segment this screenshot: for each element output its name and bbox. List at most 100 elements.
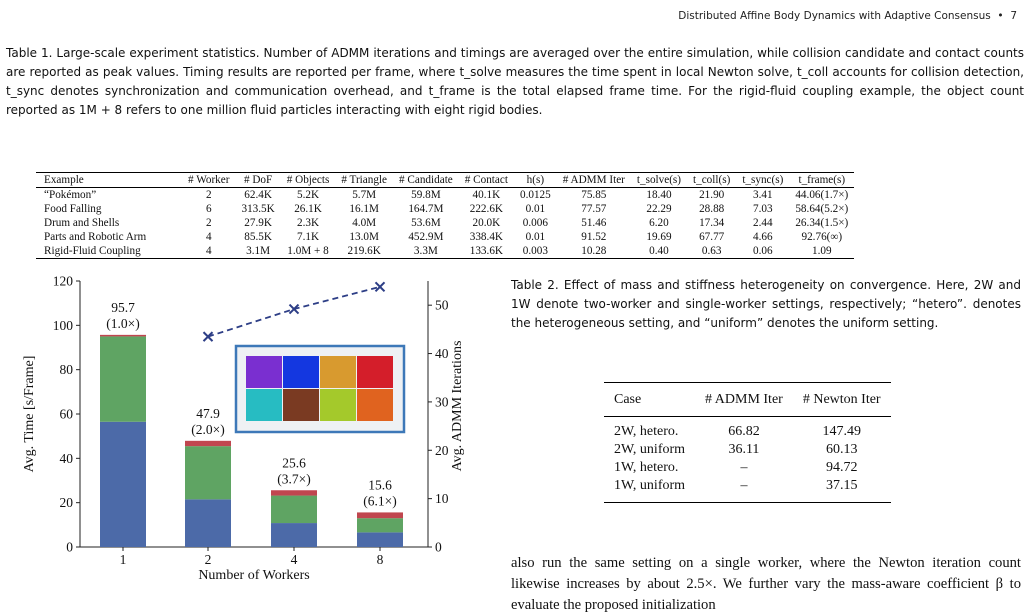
table1-cell: 3.41 bbox=[753, 189, 773, 201]
page-number: 7 bbox=[1010, 10, 1017, 22]
table1-cell: 7.03 bbox=[753, 203, 773, 215]
table1-cell: Parts and Robotic Arm bbox=[44, 231, 147, 243]
table1-cell: Drum and Shells bbox=[44, 217, 120, 229]
inset-block bbox=[320, 389, 356, 421]
table1-cell: 10.28 bbox=[581, 245, 607, 257]
table1-cell: 53.6M bbox=[411, 217, 441, 229]
y-tick-label: 100 bbox=[53, 318, 74, 333]
bar-speedup-label: (2.0×) bbox=[191, 422, 224, 437]
table1-cell: 0.63 bbox=[701, 245, 722, 257]
table1-col-header: t_frame(s) bbox=[798, 174, 846, 186]
table2: Case # ADMM Iter # Newton Iter 2W, hetero.… bbox=[604, 382, 891, 503]
table2-col-header: # Newton Iter bbox=[802, 391, 881, 407]
y-tick-label: 60 bbox=[60, 407, 74, 422]
table1-label: Table 1. bbox=[6, 46, 53, 60]
table1-cell: 0.003 bbox=[522, 245, 548, 257]
table1-cell: 0.0125 bbox=[519, 189, 551, 201]
admm-iterations-line bbox=[207, 285, 381, 338]
bar-total-label: 25.6 bbox=[282, 455, 306, 470]
y2-tick-label: 50 bbox=[435, 298, 449, 313]
table1-cell: 16.1M bbox=[349, 203, 379, 215]
table2-cell: 60.13 bbox=[825, 442, 858, 457]
admm-marker bbox=[202, 331, 214, 342]
table1-cell: 313.5K bbox=[241, 203, 275, 215]
bar-total-label: 47.9 bbox=[196, 406, 220, 421]
y-tick-label: 120 bbox=[53, 274, 74, 289]
table1-col-header: t_sync(s) bbox=[742, 174, 784, 186]
y2-tick-label: 40 bbox=[435, 346, 449, 361]
table1-cell: 13.0M bbox=[349, 231, 379, 243]
table2-cell: 147.49 bbox=[822, 424, 861, 439]
table2-cell: 37.15 bbox=[825, 478, 858, 493]
table1-cell: 4 bbox=[205, 231, 212, 243]
table1-cell: 2 bbox=[205, 217, 212, 229]
bar-speedup-label: (1.0×) bbox=[106, 316, 139, 331]
inset-block bbox=[246, 389, 282, 421]
x-tick-label: 2 bbox=[205, 552, 212, 567]
admm-marker bbox=[288, 303, 300, 315]
y-tick-label: 80 bbox=[60, 362, 74, 377]
inset-block bbox=[283, 356, 319, 388]
table2-cell: 2W, uniform bbox=[614, 442, 686, 457]
y-tick-label: 0 bbox=[66, 540, 73, 555]
table1-col-header: Example bbox=[44, 174, 84, 186]
table1-cell: 51.46 bbox=[581, 217, 607, 229]
table1-row: Rigid-Fluid Coupling 4 3.1M 1.0M + 8 219.6K 3… bbox=[36, 244, 855, 259]
table2-cell: 66.82 bbox=[728, 424, 760, 439]
bar-total-label: 95.7 bbox=[111, 300, 135, 315]
table2-row: 1W, uniform – 37.15 bbox=[604, 477, 891, 503]
table1-cell: 58.64(5.2×) bbox=[795, 203, 849, 215]
bar-total-label: 15.6 bbox=[368, 477, 392, 492]
table1-cell: 164.7M bbox=[408, 203, 444, 215]
table1-cell: 133.6K bbox=[469, 245, 503, 257]
header-bullet: • bbox=[997, 10, 1004, 22]
bar-segment bbox=[357, 512, 403, 519]
table1-cell: 2 bbox=[205, 189, 212, 201]
y-tick-label: 20 bbox=[60, 495, 74, 510]
table1-cell: 1.09 bbox=[812, 245, 832, 257]
table1-caption-text: Large-scale experiment statistics. Numbe… bbox=[6, 46, 1025, 117]
bar-segment bbox=[271, 523, 317, 547]
table1-cell: 3.1M bbox=[246, 245, 271, 257]
table1-cell: 44.06(1.7×) bbox=[795, 189, 849, 201]
bar-speedup-label: (3.7×) bbox=[277, 471, 310, 486]
bar-segment bbox=[100, 421, 146, 547]
x-tick-label: 8 bbox=[377, 552, 384, 567]
table1-cell: 19.69 bbox=[646, 231, 672, 243]
y2-tick-label: 10 bbox=[435, 491, 449, 506]
table1-cell: 1.0M + 8 bbox=[287, 245, 329, 257]
table1-cell: 452.9M bbox=[408, 231, 444, 243]
inset-block bbox=[357, 356, 393, 388]
bar-segment bbox=[185, 499, 231, 547]
table2-row: 1W, hetero. – 94.72 bbox=[604, 459, 891, 477]
table1-cell: “Pokémon” bbox=[44, 189, 97, 201]
table1-cell: 17.34 bbox=[699, 217, 725, 229]
admm-marker bbox=[374, 281, 386, 293]
running-title: Distributed Affine Body Dynamics with Ad… bbox=[678, 10, 991, 22]
table1-col-header: # Triangle bbox=[341, 174, 388, 186]
table1-cell: Rigid-Fluid Coupling bbox=[44, 245, 141, 257]
table1-cell: 4 bbox=[205, 245, 212, 257]
table1-row: Drum and Shells 2 27.9K 2.3K 4.0M 53.6M 20.0K 0… bbox=[36, 216, 854, 230]
table1-cell: 4.66 bbox=[753, 231, 773, 243]
table1-cell: 222.6K bbox=[469, 203, 503, 215]
table1-cell: 3.3M bbox=[413, 245, 438, 257]
table1-col-header: t_solve(s) bbox=[636, 174, 682, 186]
bar-segment bbox=[357, 518, 403, 533]
table2-cell: – bbox=[740, 478, 748, 493]
table1-cell: 92.76(∞) bbox=[801, 231, 843, 243]
x-tick-label: 1 bbox=[120, 552, 127, 567]
table2-row: 2W, hetero. 66.82 147.49 bbox=[604, 417, 891, 442]
table1-cell: 91.52 bbox=[581, 231, 607, 243]
y-tick-label: 40 bbox=[60, 451, 74, 466]
bar-segment bbox=[185, 440, 231, 447]
table1-cell: 2.44 bbox=[753, 217, 773, 229]
inset-block bbox=[283, 389, 319, 421]
table2-cell: 2W, hetero. bbox=[614, 424, 679, 439]
table1: Example # Worker # DoF # Objects # Triangle #… bbox=[36, 172, 855, 259]
table1-cell: 18.40 bbox=[646, 189, 672, 201]
table2-label: Table 2. bbox=[511, 278, 559, 292]
x-axis-label: Number of Workers bbox=[198, 568, 309, 583]
table1-cell: 62.4K bbox=[244, 189, 272, 201]
table1-row: Food Falling 6 313.5K 26.1K 16.1M 164.7M 222.6… bbox=[36, 202, 854, 216]
